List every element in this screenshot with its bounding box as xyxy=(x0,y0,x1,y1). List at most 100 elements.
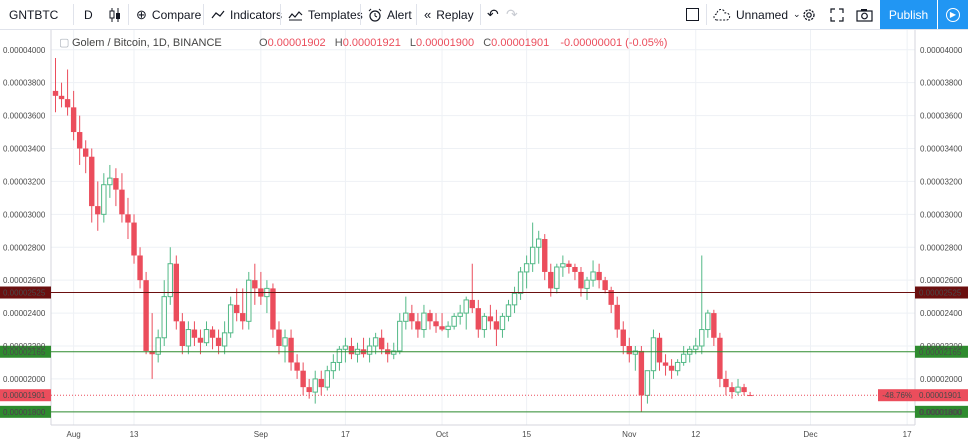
candle-body xyxy=(409,313,415,322)
layout-name: Unnamed xyxy=(736,7,789,22)
price-label-badge-right xyxy=(915,286,968,299)
candle-body xyxy=(76,132,83,149)
stream-button[interactable]: ▶ xyxy=(938,0,968,29)
candle-body xyxy=(101,184,107,215)
interval-button[interactable]: D xyxy=(84,0,93,29)
redo-button[interactable]: ↷ xyxy=(506,0,518,29)
candle-body xyxy=(89,156,95,207)
candle-body xyxy=(445,325,451,331)
symbol-label: GNTBTC xyxy=(9,7,59,22)
candle-body xyxy=(523,263,530,273)
candle-body xyxy=(70,107,77,133)
candle-body xyxy=(366,345,373,355)
compare-button[interactable]: ⊕ Compare xyxy=(136,0,201,29)
legend-title: Golem / Bitcoin, 1D, BINANCE xyxy=(72,37,222,49)
candle-body xyxy=(705,312,711,331)
candle-body xyxy=(554,266,560,289)
candle-body xyxy=(378,337,385,350)
top-toolbar: GNTBTC D ⊕ Compare Indicators Templates A… xyxy=(0,0,968,30)
chevron-down-icon: ⌄ xyxy=(793,9,801,19)
candle-body xyxy=(221,332,228,347)
add-circle-icon: ⊕ xyxy=(136,6,147,22)
candle-body xyxy=(83,148,89,157)
candle-body xyxy=(330,361,337,372)
time-tick: 15 xyxy=(522,430,531,439)
price-label-left: 0.00002525 xyxy=(3,289,46,298)
symbol-search-button[interactable]: GNTBTC xyxy=(9,0,58,29)
candle-body xyxy=(536,238,542,248)
time-tick: Sep xyxy=(254,430,269,439)
settings-button[interactable] xyxy=(801,0,817,29)
publish-label: Publish xyxy=(888,7,929,22)
snapshot-button[interactable] xyxy=(856,0,873,29)
candle-body xyxy=(699,329,705,347)
price-tick-left: 0.00002800 xyxy=(3,243,46,252)
legend: ▢ Golem / Bitcoin, 1D, BINANCE O0.000019… xyxy=(59,37,667,49)
candle-body xyxy=(626,346,632,355)
divider xyxy=(128,4,129,25)
candle-body xyxy=(693,345,699,350)
time-tick: 12 xyxy=(691,430,700,439)
layout-menu-button[interactable]: Unnamed ⌄ xyxy=(713,0,801,29)
candle-body xyxy=(403,312,409,322)
candle-body xyxy=(542,239,548,272)
candle-body xyxy=(723,378,729,388)
candle-body xyxy=(391,350,397,355)
candle-body xyxy=(234,304,240,314)
gear-icon xyxy=(803,8,815,21)
divider xyxy=(360,4,361,25)
fullscreen-icon xyxy=(830,7,844,22)
change-badge-label: -48.76% xyxy=(882,391,912,400)
candle-body xyxy=(560,263,566,268)
candle-body xyxy=(632,350,639,355)
candle-body xyxy=(656,337,663,363)
templates-button[interactable]: Templates xyxy=(288,0,363,29)
price-label-left: 0.00001800 xyxy=(3,408,46,417)
chart-style-button[interactable] xyxy=(108,0,122,29)
fullscreen-layout-button[interactable] xyxy=(686,0,699,29)
candle-body xyxy=(529,246,536,265)
candle-body xyxy=(493,321,500,330)
candle-body xyxy=(475,308,481,330)
candles-icon xyxy=(109,7,120,22)
collapse-legend-icon[interactable]: ▢ xyxy=(59,37,69,49)
price-tick-left: 0.00003200 xyxy=(3,177,46,186)
price-label-left: 0.00001901 xyxy=(3,391,46,400)
candle-body xyxy=(252,280,258,289)
price-chart[interactable]: 0.00002525 0.00002525 0.00002165 0.00002165… xyxy=(0,30,968,443)
price-label-right: 0.00001800 xyxy=(919,408,962,417)
candle-body xyxy=(324,370,331,388)
legend-change: -0.00000001 (-0.05%) xyxy=(560,37,667,49)
price-tick-left: 0.00002400 xyxy=(3,309,46,318)
price-label-badge-left xyxy=(0,405,51,418)
candle-body xyxy=(729,387,735,393)
candle-body xyxy=(620,329,626,346)
square-icon xyxy=(686,8,699,21)
candle-body xyxy=(342,345,349,350)
price-tick-left: 0.00003400 xyxy=(3,145,46,154)
time-tick: Dec xyxy=(803,430,817,439)
indicators-label: Indicators xyxy=(230,7,283,22)
candle-body xyxy=(481,315,488,331)
alert-button[interactable]: Alert xyxy=(368,0,412,29)
fullscreen-button[interactable] xyxy=(830,0,844,29)
candle-body xyxy=(511,292,518,306)
candle-body xyxy=(185,329,192,347)
indicators-icon xyxy=(211,10,225,18)
legend-high-value: 0.00001921 xyxy=(343,37,401,49)
replay-button[interactable]: « Replay xyxy=(424,0,474,29)
indicators-button[interactable]: Indicators xyxy=(211,0,282,29)
time-axis-labels: Aug 13 Sep 17 Oct 15 Nov 12 Dec 17 xyxy=(67,430,913,439)
publish-button[interactable]: Publish xyxy=(880,0,937,29)
candle-body xyxy=(517,271,524,294)
candle-body xyxy=(668,365,675,371)
undo-button[interactable]: ↶ xyxy=(487,0,499,29)
price-tick-right: 0.00003600 xyxy=(920,112,963,121)
candle-body xyxy=(415,321,421,330)
time-tick: Oct xyxy=(436,430,449,439)
candle-body xyxy=(711,313,717,338)
candle-body xyxy=(602,280,608,291)
divider xyxy=(480,4,481,25)
candle-body xyxy=(209,329,216,338)
candle-body xyxy=(161,296,167,339)
